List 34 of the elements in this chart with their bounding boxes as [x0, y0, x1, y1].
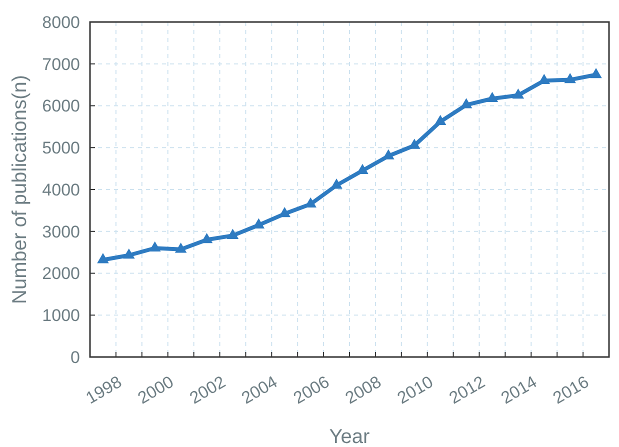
- x-tick-label: 2004: [238, 372, 281, 408]
- x-tick-label: 2008: [342, 372, 384, 408]
- point: [123, 248, 135, 259]
- y-tick-label: 3000: [42, 222, 80, 242]
- x-tick-label: 2010: [394, 372, 436, 408]
- point: [97, 253, 109, 264]
- point: [330, 178, 342, 189]
- point: [512, 88, 524, 99]
- point: [434, 114, 446, 126]
- y-tick-label: 2000: [42, 264, 80, 284]
- x-tick-label: 2000: [134, 372, 177, 408]
- x-tick-label: 2006: [290, 372, 333, 408]
- point: [226, 228, 239, 239]
- point: [486, 92, 498, 102]
- x-tick-label: 2016: [550, 372, 592, 408]
- x-axis-title: Year: [329, 426, 370, 447]
- point: [148, 241, 161, 252]
- y-tick-label: 7000: [42, 54, 80, 74]
- x-tick-label: 2014: [498, 372, 540, 408]
- y-tick-label: 8000: [42, 12, 80, 32]
- y-tick-label: 0: [70, 348, 80, 367]
- point: [174, 242, 187, 253]
- point: [590, 68, 602, 78]
- point: [356, 164, 368, 174]
- y-tick-label: 6000: [42, 96, 80, 116]
- x-tick-label: 2002: [186, 372, 229, 408]
- y-tick-label: 5000: [42, 138, 80, 158]
- y-axis-title: Number of publications(n): [9, 75, 31, 304]
- y-tick-label: 1000: [42, 306, 80, 326]
- point: [564, 72, 576, 84]
- x-tick-label: 2012: [446, 372, 488, 408]
- y-tick-label: 4000: [42, 180, 80, 200]
- x-tick-label: 1998: [82, 372, 125, 408]
- point: [382, 149, 394, 160]
